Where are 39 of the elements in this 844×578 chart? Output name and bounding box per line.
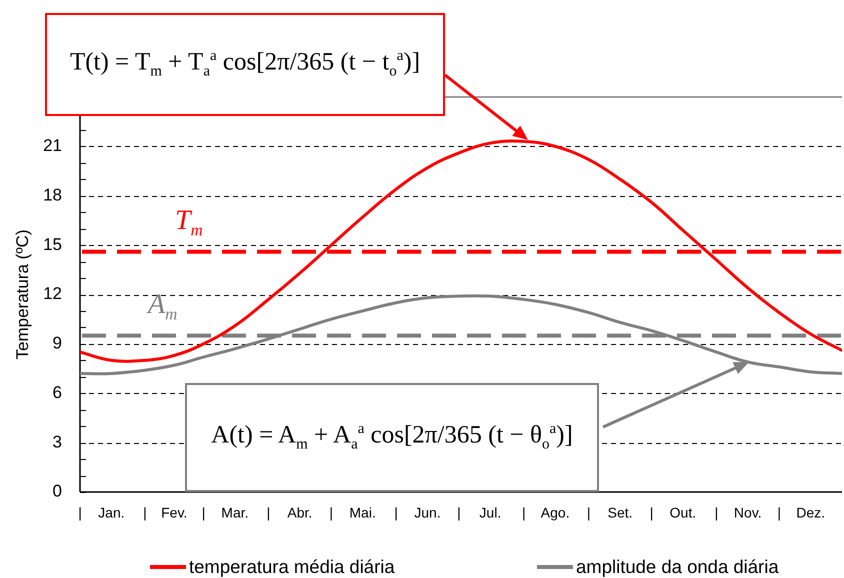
x-tick-label: Jan. xyxy=(98,504,125,520)
x-tick-label: Nov. xyxy=(734,504,762,520)
x-tick-label: Mai. xyxy=(349,504,376,520)
x-tick-label: | xyxy=(266,504,270,520)
ref-line-label: A$_{m}$ xyxy=(148,288,178,324)
ref-line-label: T$_{m}$ xyxy=(175,204,203,240)
x-tick-label: Ago. xyxy=(540,504,570,520)
x-tick-label: | xyxy=(143,504,147,520)
x-tick-label: Out. xyxy=(670,504,696,520)
y-tick-label: 6 xyxy=(52,382,62,402)
x-tick-label: | xyxy=(202,504,206,520)
x-tick-label: | xyxy=(650,504,654,520)
legend-label: temperatura média diária xyxy=(189,556,395,578)
x-tick-label: | xyxy=(457,504,461,520)
x-tick-label: | xyxy=(329,504,334,520)
x-tick-label: | xyxy=(714,504,718,520)
x-tick-label: | xyxy=(522,504,526,520)
legend-label: amplitude da onda diária xyxy=(576,556,779,578)
x-tick-label: Fev. xyxy=(161,504,188,520)
y-tick-label: 9 xyxy=(52,334,62,353)
y-tick-label: 18 xyxy=(43,185,62,204)
x-tick-label: | xyxy=(586,504,591,520)
y-tick-label: 15 xyxy=(43,234,62,254)
x-tick-label: Jun. xyxy=(414,504,441,520)
text: A(t) = A$_{m}$ + A$_{a}$$^{a}$ cos[2π/365 (t − θ$_{o}$$^{a}$)] xyxy=(211,421,573,453)
y-tick-label: 3 xyxy=(52,432,62,452)
y-tick-label: 0 xyxy=(52,482,62,501)
x-tick-label: | xyxy=(777,504,782,520)
x-tick-label: Dez. xyxy=(796,504,825,520)
x-tick-label: Jul. xyxy=(479,504,502,520)
x-tick-label: Set. xyxy=(608,504,633,520)
y-tick-label: 12 xyxy=(43,284,62,304)
y-tick-label: 21 xyxy=(43,136,62,156)
x-tick-label: | xyxy=(394,504,398,520)
x-tick-label: Abr. xyxy=(287,504,312,520)
x-tick-label: Mar. xyxy=(221,504,249,520)
y-axis-title: Temperatura (ºC) xyxy=(12,230,32,360)
x-tick-label: | xyxy=(78,504,82,520)
text: T(t) = T$_{m}$ + T$_{a}$$^{a}$ cos[2π/365 (t − t$_{o}$$^{a}$)] xyxy=(70,48,420,80)
